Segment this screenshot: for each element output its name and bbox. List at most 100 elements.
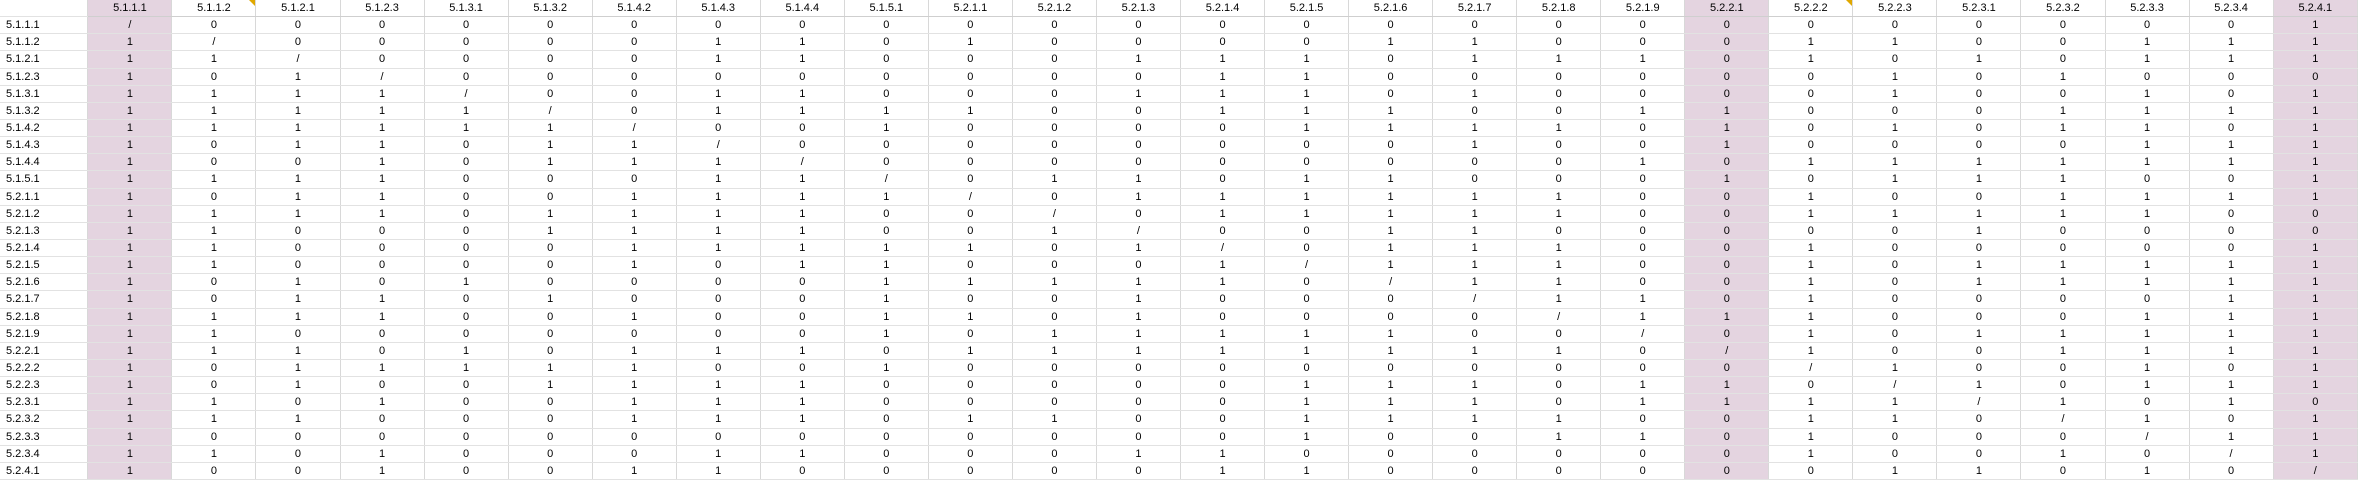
column-header[interactable]: 5.1.1.2 [171, 0, 257, 18]
grid-cell[interactable]: 1 [340, 205, 425, 223]
grid-cell[interactable]: / [1180, 239, 1266, 258]
grid-cell[interactable]: 1 [1768, 445, 1854, 463]
grid-cell[interactable]: 1 [928, 308, 1013, 326]
grid-cell[interactable]: 1 [676, 33, 761, 52]
grid-cell[interactable]: 0 [340, 50, 425, 69]
grid-cell[interactable]: 0 [1096, 33, 1181, 52]
grid-cell[interactable]: 0 [171, 188, 257, 206]
grid-cell[interactable]: 1 [1348, 393, 1434, 412]
grid-cell[interactable]: 1 [1852, 359, 1938, 378]
grid-cell[interactable]: 1 [340, 393, 425, 412]
grid-cell[interactable]: 1 [1516, 342, 1602, 360]
grid-cell[interactable]: 1 [2105, 153, 2190, 172]
column-header[interactable]: 5.2.1.9 [1600, 0, 1686, 18]
grid-cell[interactable]: 1 [1684, 376, 1770, 395]
grid-cell[interactable]: 0 [1684, 290, 1770, 309]
row-header[interactable]: 5.2.2.3 [0, 376, 89, 395]
grid-cell[interactable]: 1 [87, 153, 173, 172]
grid-cell[interactable]: 0 [1180, 16, 1266, 35]
grid-cell[interactable]: 1 [592, 188, 677, 206]
grid-cell[interactable]: 1 [1936, 222, 2022, 240]
grid-cell[interactable]: 0 [424, 188, 509, 206]
grid-cell[interactable]: 1 [340, 85, 425, 103]
grid-cell[interactable]: 0 [1096, 410, 1181, 429]
grid-cell[interactable]: 1 [424, 119, 509, 138]
grid-cell[interactable]: 1 [508, 153, 593, 172]
grid-cell[interactable]: 1 [1348, 102, 1434, 120]
grid-cell[interactable]: 1 [844, 119, 929, 138]
grid-cell[interactable]: 1 [1684, 308, 1770, 326]
grid-cell[interactable]: 0 [1852, 256, 1938, 275]
grid-cell[interactable]: 1 [340, 153, 425, 172]
column-header[interactable]: 5.2.1.6 [1348, 0, 1434, 18]
row-header[interactable]: 5.2.1.1 [0, 188, 89, 206]
grid-cell[interactable]: 0 [2020, 290, 2106, 309]
grid-cell[interactable]: 0 [1432, 428, 1518, 446]
grid-cell[interactable]: 1 [508, 290, 593, 309]
grid-cell[interactable]: 1 [1516, 290, 1602, 309]
grid-cell[interactable]: 1 [1600, 393, 1686, 412]
grid-cell[interactable]: 1 [87, 290, 173, 309]
grid-cell[interactable]: 0 [592, 50, 677, 69]
grid-cell[interactable]: 0 [844, 33, 929, 52]
grid-cell[interactable]: 0 [1516, 170, 1602, 189]
grid-cell[interactable]: 0 [1516, 85, 1602, 103]
grid-cell[interactable]: 0 [1180, 410, 1266, 429]
grid-cell[interactable]: 1 [592, 222, 677, 240]
column-header[interactable]: 5.1.5.1 [844, 0, 929, 18]
grid-cell[interactable]: 0 [1516, 136, 1602, 155]
grid-cell[interactable]: 1 [171, 102, 257, 120]
grid-cell[interactable]: 1 [508, 376, 593, 395]
grid-cell[interactable]: / [1684, 342, 1770, 360]
grid-cell[interactable]: 0 [508, 445, 593, 463]
grid-cell[interactable]: 0 [1180, 376, 1266, 395]
grid-cell[interactable]: 0 [2105, 239, 2190, 258]
grid-cell[interactable]: 0 [424, 205, 509, 223]
grid-cell[interactable]: 0 [424, 308, 509, 326]
grid-cell[interactable]: 0 [1936, 428, 2022, 446]
grid-cell[interactable]: 0 [2020, 136, 2106, 155]
grid-cell[interactable]: 0 [424, 462, 509, 480]
grid-cell[interactable]: 1 [87, 239, 173, 258]
grid-cell[interactable]: 0 [424, 136, 509, 155]
grid-cell[interactable]: 0 [1264, 239, 1350, 258]
grid-cell[interactable]: 1 [2020, 393, 2106, 412]
grid-cell[interactable]: 1 [844, 188, 929, 206]
grid-cell[interactable]: 0 [2189, 119, 2274, 138]
grid-cell[interactable]: 0 [1012, 445, 1097, 463]
grid-cell[interactable]: 1 [592, 256, 677, 275]
grid-cell[interactable]: 1 [592, 410, 677, 429]
grid-cell[interactable]: 0 [760, 462, 845, 480]
grid-cell[interactable]: 0 [592, 445, 677, 463]
grid-cell[interactable]: / [255, 50, 341, 69]
grid-cell[interactable]: 0 [171, 359, 257, 378]
grid-cell[interactable]: 1 [2105, 462, 2190, 480]
row-header[interactable]: 5.2.2.1 [0, 342, 89, 360]
grid-cell[interactable]: 1 [1768, 188, 1854, 206]
grid-cell[interactable]: 1 [676, 85, 761, 103]
grid-cell[interactable]: 0 [1180, 428, 1266, 446]
grid-cell[interactable]: 1 [1600, 376, 1686, 395]
grid-cell[interactable]: 0 [676, 308, 761, 326]
grid-cell[interactable]: 1 [2273, 325, 2358, 343]
grid-cell[interactable]: 0 [2105, 393, 2190, 412]
grid-cell[interactable]: 0 [2273, 68, 2358, 86]
grid-cell[interactable]: 0 [424, 290, 509, 309]
grid-cell[interactable]: 0 [592, 102, 677, 120]
grid-cell[interactable]: 1 [255, 188, 341, 206]
grid-cell[interactable]: 0 [1012, 428, 1097, 446]
column-header[interactable]: 5.2.1.3 [1096, 0, 1181, 18]
grid-cell[interactable]: 1 [1768, 410, 1854, 429]
grid-cell[interactable]: 0 [255, 428, 341, 446]
grid-cell[interactable]: 1 [844, 308, 929, 326]
grid-cell[interactable]: 1 [844, 102, 929, 120]
grid-cell[interactable]: 1 [1432, 273, 1518, 292]
grid-cell[interactable]: 0 [760, 273, 845, 292]
grid-cell[interactable]: 0 [1432, 308, 1518, 326]
grid-cell[interactable]: 0 [1180, 119, 1266, 138]
grid-cell[interactable]: 1 [1012, 222, 1097, 240]
grid-cell[interactable]: 1 [2273, 410, 2358, 429]
grid-cell[interactable]: 0 [1768, 85, 1854, 103]
grid-cell[interactable]: 1 [1264, 410, 1350, 429]
